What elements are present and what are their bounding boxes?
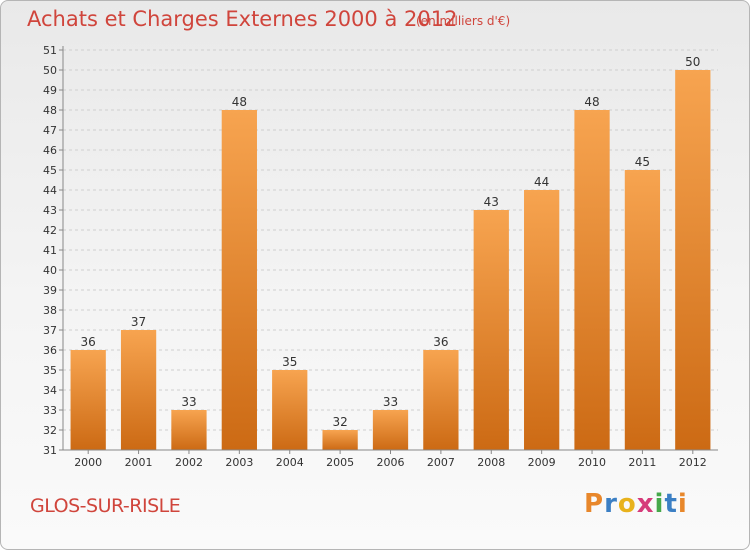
bar [675, 70, 711, 450]
logo-letter: P [584, 489, 605, 519]
y-tick-label: 36 [43, 344, 57, 357]
y-tick-label: 32 [43, 424, 57, 437]
x-tick-label: 2001 [125, 456, 153, 469]
bar-value-label: 48 [232, 95, 247, 109]
bar-value-label: 37 [131, 315, 146, 329]
bar [322, 430, 358, 450]
y-tick-label: 35 [43, 364, 57, 377]
bar-value-label: 36 [81, 335, 96, 349]
y-tick-label: 33 [43, 404, 57, 417]
y-tick-label: 42 [43, 224, 57, 237]
bar [120, 330, 157, 450]
bar [574, 110, 610, 450]
chart-title: Achats et Charges Externes 2000 à 2012 [27, 7, 458, 31]
x-tick-label: 2003 [225, 456, 253, 469]
logo-letter: t [664, 489, 678, 519]
bar-value-label: 36 [433, 335, 448, 349]
unit-label: (en milliers d'€) [416, 14, 511, 28]
x-tick-label: 2004 [276, 456, 304, 469]
logo-letter: o [617, 489, 637, 519]
x-tick-label: 2005 [326, 456, 354, 469]
bar-value-label: 44 [534, 175, 549, 189]
y-tick-label: 40 [43, 264, 57, 277]
x-tick-label: 2002 [175, 456, 203, 469]
bar [423, 350, 459, 450]
bar-value-label: 33 [383, 395, 398, 409]
grid-lines [63, 49, 718, 451]
x-tick-label: 2007 [427, 456, 455, 469]
bar [473, 210, 509, 450]
x-tick-label: 2006 [377, 456, 405, 469]
bar [221, 110, 257, 450]
bar-value-label: 48 [584, 95, 599, 109]
commune-name: GLOS-SUR-RISLE [30, 495, 181, 517]
bar [524, 190, 560, 450]
bar [70, 350, 106, 450]
y-tick-label: 31 [43, 444, 57, 457]
logo-letter: x [636, 489, 655, 519]
y-tick-label: 37 [43, 324, 57, 337]
axes: 31 32 33 34 35 36 37 38 39 40 41 42 43 44 45 46 47 48 49 50… [43, 44, 718, 469]
bar [624, 170, 661, 450]
y-tick-label: 39 [43, 284, 57, 297]
x-tick-label: 2011 [628, 456, 656, 469]
y-tick-label: 44 [43, 184, 57, 197]
bar-value-label: 33 [181, 395, 196, 409]
bar-value-label: 50 [685, 55, 700, 69]
y-tick-label: 48 [43, 104, 57, 117]
proxiti-logo: Proxiti [584, 489, 688, 519]
y-tick-label: 51 [43, 44, 57, 57]
y-tick-label: 49 [43, 84, 57, 97]
bar-value-label: 45 [635, 155, 650, 169]
bar [272, 370, 308, 450]
y-tick-label: 38 [43, 304, 57, 317]
y-tick-label: 47 [43, 124, 57, 137]
logo-letter: r [604, 489, 618, 519]
y-tick-label: 34 [43, 384, 57, 397]
bar-value-label: 35 [282, 355, 297, 369]
bar [372, 410, 409, 450]
bar [171, 410, 207, 450]
logo-letter: i [677, 489, 688, 519]
y-tick-label: 45 [43, 164, 57, 177]
x-tick-label: 2010 [578, 456, 606, 469]
bar-value-label: 32 [332, 415, 347, 429]
bars: 36 37 33 48 35 32 33 36 43 44 48 45 50 [70, 55, 711, 450]
y-tick-label: 46 [43, 144, 57, 157]
x-tick-label: 2008 [477, 456, 505, 469]
bar-value-label: 43 [484, 195, 499, 209]
y-tick-label: 50 [43, 64, 57, 77]
x-tick-label: 2000 [74, 456, 102, 469]
x-tick-label: 2012 [679, 456, 707, 469]
y-tick-label: 43 [43, 204, 57, 217]
logo-letter: i [654, 489, 665, 519]
x-tick-label: 2009 [528, 456, 556, 469]
y-tick-label: 41 [43, 244, 57, 257]
